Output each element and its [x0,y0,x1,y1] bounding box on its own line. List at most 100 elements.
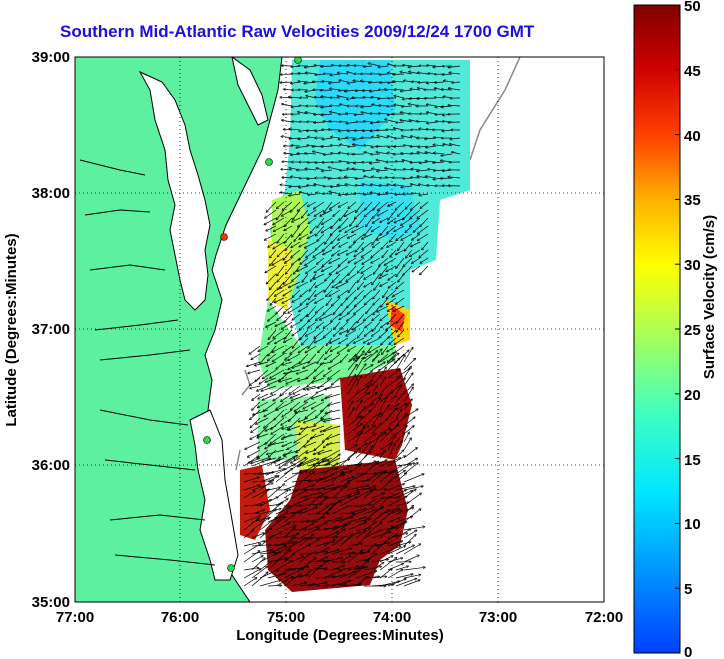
velocity-arrow [251,518,269,531]
velocity-arrow [379,450,386,459]
velocity-arrow [251,483,273,491]
chesapeake-bay [138,70,211,311]
velocity-arrow [347,463,362,467]
velocity-arrow [308,353,317,363]
velocity-arrow [281,74,293,75]
velocity-arrow [329,289,341,296]
velocity-arrow [308,209,317,215]
y-tick-label: 35:00 [32,594,70,611]
velocity-arrow [323,486,340,491]
velocity-arrow [371,349,382,363]
velocity-arrow [269,449,277,457]
velocity-arrow [326,289,333,297]
velocity-arrow [363,486,375,491]
velocity-arrow [340,353,349,362]
velocity-arrow [422,241,429,250]
velocity-arrow [324,417,341,422]
velocity-arrow [292,225,301,237]
velocity-arrow [284,217,293,227]
velocity-arrow [420,257,429,263]
velocity-arrow [355,426,364,443]
velocity-arrow [286,377,301,384]
velocity-arrow [252,401,261,410]
velocity-arrow [393,74,405,75]
velocity-arrow [371,395,382,403]
velocity-arrow [381,297,389,307]
velocity-arrow [268,329,277,339]
velocity-arrow [258,401,269,408]
velocity-arrow [354,249,365,257]
velocity-arrow [348,233,357,238]
velocity-arrow [255,369,269,381]
velocity-arrow [283,471,302,483]
velocity-arrow [259,476,277,483]
velocity-arrow [333,209,341,216]
velocity-arrow [329,361,341,369]
velocity-arrow [387,497,407,507]
velocity-arrow [389,233,397,242]
velocity-arrow [303,401,317,409]
velocity-arrow [347,401,353,411]
velocity-arrow [412,265,421,272]
velocity-arrow [352,321,365,330]
velocity-arrow [371,370,380,379]
velocity-arrow [299,249,309,260]
velocity-arrow [339,130,349,131]
velocity-arrow [372,225,381,232]
velocity-arrow [403,426,414,435]
velocity-arrow [403,399,412,411]
velocity-arrow [363,393,377,403]
velocity-arrow [364,273,373,279]
velocity-arrow [339,313,349,320]
velocity-arrow [325,409,341,413]
velocity-arrow [410,217,421,226]
velocity-arrow [249,345,261,354]
velocity-arrow [348,146,357,147]
velocity-arrow [323,249,333,255]
velocity-arrow [355,507,374,515]
velocity-arrow [243,530,254,539]
velocity-arrow [388,217,397,224]
velocity-arrow [291,457,301,463]
velocity-arrow [276,401,293,410]
velocity-arrow [403,417,415,427]
velocity-arrow [324,329,333,338]
velocity-arrow [300,297,309,305]
velocity-arrow [441,90,453,91]
velocity-arrow [316,305,325,313]
velocity-arrow [331,145,341,146]
velocity-arrow [305,153,317,154]
velocity-arrow [372,177,381,179]
velocity-arrow [267,502,283,515]
velocity-arrow [282,104,293,107]
velocity-arrow [321,114,333,115]
velocity-arrow [339,497,357,507]
velocity-arrow [361,249,373,257]
velocity-arrow [363,434,376,443]
velocity-arrow [371,510,389,523]
velocity-arrow [292,273,301,281]
velocity-arrow [243,485,260,491]
velocity-arrow [413,225,421,232]
velocity-arrow [347,357,359,371]
x-tick-label: 73:00 [479,609,517,626]
velocity-arrow [315,475,333,483]
velocity-arrow [381,337,389,345]
velocity-arrow [394,225,405,231]
velocity-arrow [379,430,392,443]
velocity-arrow [403,209,413,220]
velocity-arrow [318,449,333,454]
velocity-arrow [270,281,277,290]
velocity-arrow [312,401,325,409]
velocity-arrow [294,401,309,411]
x-tick-label: 77:00 [56,609,94,626]
velocity-arrow [315,504,333,515]
velocity-arrow [281,169,293,170]
velocity-arrow [243,491,255,499]
velocity-arrow [306,329,317,336]
y-tick-label: 36:00 [32,457,70,474]
velocity-arrow [379,405,389,419]
velocity-arrow [314,201,325,209]
velocity-arrow [251,510,264,515]
velocity-arrow [387,377,401,387]
